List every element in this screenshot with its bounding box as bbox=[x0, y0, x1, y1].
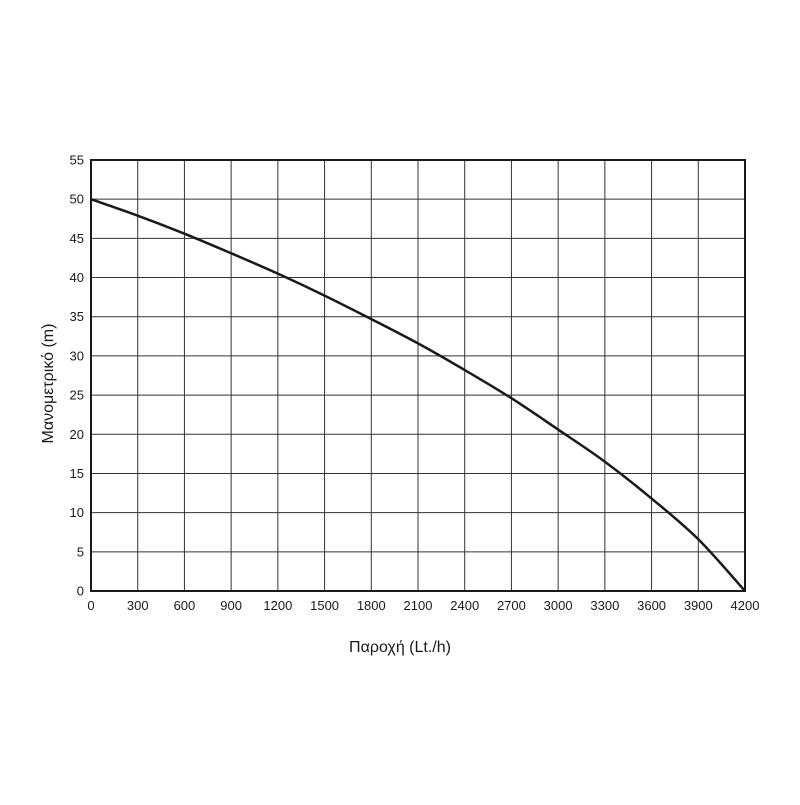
y-tick-label: 5 bbox=[77, 544, 84, 559]
x-tick-label: 3600 bbox=[637, 598, 666, 613]
x-tick-label: 600 bbox=[174, 598, 196, 613]
x-tick-label: 3300 bbox=[590, 598, 619, 613]
x-tick-label: 900 bbox=[220, 598, 242, 613]
y-tick-label: 45 bbox=[70, 231, 84, 246]
plot-area-frame bbox=[90, 159, 746, 592]
pump-curve-line bbox=[90, 198, 746, 592]
x-tick-label: 1800 bbox=[357, 598, 386, 613]
x-tick-label: 3900 bbox=[684, 598, 713, 613]
x-tick-label: 2400 bbox=[450, 598, 479, 613]
y-tick-label: 10 bbox=[70, 505, 84, 520]
x-tick-label: 0 bbox=[87, 598, 94, 613]
curve-layer bbox=[90, 198, 746, 592]
x-tick-label: 1500 bbox=[310, 598, 339, 613]
y-tick-label: 15 bbox=[70, 466, 84, 481]
y-tick-label: 40 bbox=[70, 270, 84, 285]
y-tick-label: 0 bbox=[77, 584, 84, 599]
x-tick-label: 4200 bbox=[731, 598, 760, 613]
x-tick-labels: 0 300 600 900 1200 1500 1800 2100 2400 2700 3000 33… bbox=[87, 598, 759, 613]
y-tick-labels: 0 5 10 15 20 25 30 35 40 45 50 55 bbox=[70, 153, 84, 599]
y-tick-label: 20 bbox=[70, 427, 84, 442]
x-tick-label: 1200 bbox=[263, 598, 292, 613]
y-axis-title: Μανομετρικό (m) bbox=[40, 324, 57, 444]
y-tick-label: 25 bbox=[70, 388, 84, 403]
x-tick-label: 3000 bbox=[544, 598, 573, 613]
x-tick-label: 2100 bbox=[404, 598, 433, 613]
y-tick-label: 50 bbox=[70, 192, 84, 207]
y-tick-label: 35 bbox=[70, 309, 84, 324]
y-tick-label: 30 bbox=[70, 348, 84, 363]
x-tick-label: 2700 bbox=[497, 598, 526, 613]
y-tick-label: 55 bbox=[70, 153, 84, 168]
x-tick-label: 300 bbox=[127, 598, 149, 613]
grid-lines bbox=[90, 159, 746, 592]
x-axis-title: Παροχή (Lt./h) bbox=[349, 639, 451, 656]
